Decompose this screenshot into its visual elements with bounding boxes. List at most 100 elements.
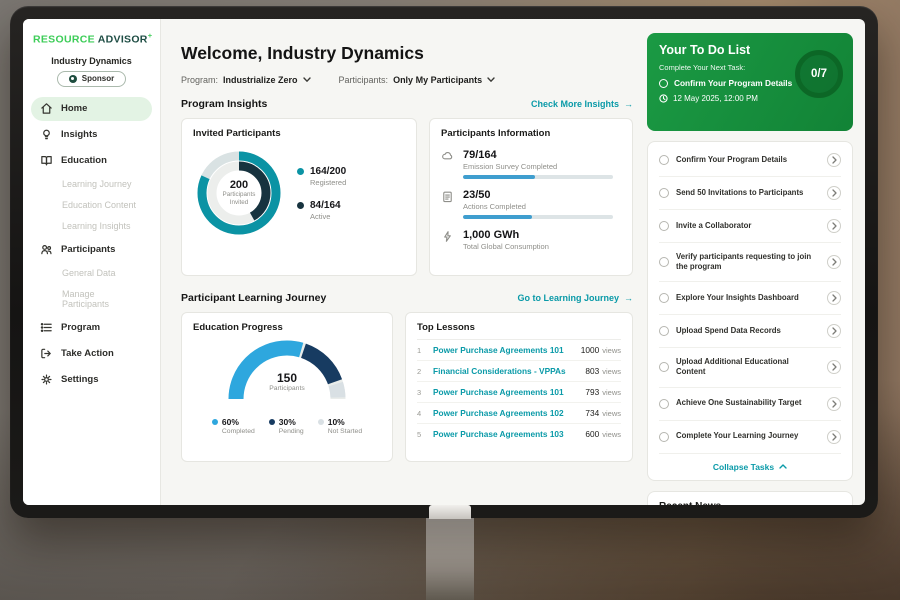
todo-hero-card: Your To Do List Complete Your Next Task:… — [647, 33, 853, 131]
app-logo: RESOURCE ADVISOR+ — [31, 31, 152, 56]
sidebar-item-learning-journey[interactable]: Learning Journey — [62, 179, 132, 189]
todo-next-task-label: Confirm Your Program Details — [674, 78, 793, 88]
task-checkbox[interactable] — [659, 326, 669, 337]
sidebar-item-label: Education — [61, 155, 107, 166]
task-go-button[interactable] — [827, 219, 841, 233]
link-label: Go to Learning Journey — [517, 293, 619, 303]
task-checkbox[interactable] — [659, 221, 669, 231]
task-go-button[interactable] — [827, 360, 841, 375]
stat-actions-completed: 23/50 Actions Completed — [441, 189, 621, 219]
lesson-link[interactable]: Power Purchase Agreements 101 — [433, 345, 564, 355]
task-checkbox[interactable] — [659, 398, 669, 409]
sidebar-item-settings[interactable]: Settings — [31, 368, 152, 392]
chevron-right-icon — [831, 327, 837, 335]
sidebar-item-label: Participants — [61, 244, 116, 255]
todo-next-task[interactable]: Confirm Your Program Details — [659, 78, 797, 88]
program-filter-value: Industrialize Zero — [223, 75, 298, 85]
task-checkbox[interactable] — [659, 293, 669, 304]
sidebar-item-label: Home — [61, 103, 88, 114]
sidebar-item-learning-insights[interactable]: Learning Insights — [62, 221, 131, 231]
task-row[interactable]: Explore Your Insights Dashboard — [659, 282, 841, 316]
lesson-link[interactable]: Financial Considerations - VPPAs — [433, 366, 566, 376]
task-checkbox[interactable] — [659, 431, 669, 442]
legend-value: 10% — [327, 417, 345, 427]
clipboard-icon — [441, 190, 454, 203]
todo-subtitle: Complete Your Next Task: — [659, 63, 746, 72]
task-row[interactable]: Achieve One Sustainability Target — [659, 388, 841, 421]
go-to-learning-journey-link[interactable]: Go to Learning Journey → — [517, 293, 633, 303]
legend-active: 84/164 Active — [297, 200, 346, 221]
task-row[interactable]: Upload Additional Educational Content — [659, 348, 841, 388]
legend-not-started: 10% Not Started — [317, 417, 362, 435]
task-go-button[interactable] — [827, 153, 841, 167]
legend-pending: 30% Pending — [268, 417, 304, 435]
donut-svg — [197, 151, 281, 235]
sidebar-item-education-content[interactable]: Education Content — [62, 200, 137, 210]
bulb-icon — [40, 128, 53, 141]
task-go-button[interactable] — [827, 291, 841, 306]
sidebar-nav: Home Insights Education Learning Journey… — [31, 96, 152, 392]
task-checkbox[interactable] — [659, 362, 669, 373]
card-title: Top Lessons — [417, 322, 621, 340]
sidebar-item-label: Program — [61, 322, 101, 333]
sidebar-item-general-data[interactable]: General Data — [62, 268, 116, 278]
task-label: Complete Your Learning Journey — [676, 431, 799, 441]
chevron-right-icon — [831, 258, 837, 266]
task-row[interactable]: Invite a Collaborator — [659, 210, 841, 243]
lesson-link[interactable]: Power Purchase Agreements 102 — [433, 408, 564, 418]
task-go-button[interactable] — [827, 186, 841, 200]
lesson-views: 1000 views — [580, 345, 621, 355]
sidebar-item-manage-participants[interactable]: Manage Participants — [62, 289, 110, 309]
sidebar-item-label: Settings — [61, 374, 99, 385]
sidebar-item-program[interactable]: Program — [31, 316, 152, 340]
recent-news-title: Recent News — [659, 501, 721, 506]
check-more-insights-link[interactable]: Check More Insights → — [531, 99, 633, 109]
lesson-link[interactable]: Power Purchase Agreements 101 — [433, 387, 564, 397]
task-checkbox[interactable] — [659, 257, 669, 268]
chevron-right-icon — [831, 363, 837, 372]
task-go-button[interactable] — [827, 255, 841, 270]
arrow-right-icon: → — [624, 99, 633, 109]
sidebar-item-education[interactable]: Education — [31, 149, 152, 173]
sidebar-item-participants[interactable]: Participants — [31, 238, 152, 262]
sidebar-item-take-action[interactable]: Take Action — [31, 342, 152, 366]
task-go-button[interactable] — [827, 396, 841, 411]
sidebar-item-home[interactable]: Home — [31, 96, 152, 121]
task-label: Invite a Collaborator — [676, 220, 752, 230]
task-checkbox[interactable] — [659, 188, 669, 198]
task-row[interactable]: Send 50 Invitations to Participants — [659, 177, 841, 210]
collapse-tasks-button[interactable]: Collapse Tasks — [659, 454, 841, 476]
todo-due: 12 May 2025, 12:00 PM — [659, 94, 797, 103]
chevron-up-icon — [779, 464, 787, 469]
program-filter-select[interactable]: Industrialize Zero — [223, 75, 311, 85]
task-row[interactable]: Upload Spend Data Records — [659, 315, 841, 349]
todo-task-list: Confirm Your Program Details Send 50 Inv… — [647, 141, 853, 481]
task-check-circle — [659, 78, 668, 88]
task-checkbox[interactable] — [659, 155, 669, 165]
task-go-button[interactable] — [827, 324, 841, 339]
sidebar-item-label: Insights — [61, 129, 98, 140]
logo-plus: + — [147, 31, 153, 40]
task-row[interactable]: Confirm Your Program Details — [659, 144, 841, 177]
card-title: Invited Participants — [193, 128, 281, 139]
lesson-rank: 5 — [417, 429, 422, 439]
todo-progress-ring: 0/7 — [795, 50, 843, 98]
stat-global-consumption: 1,000 GWh Total Global Consumption — [441, 229, 621, 255]
sidebar: RESOURCE ADVISOR+ Industry Dynamics Spon… — [23, 19, 161, 505]
sponsor-badge[interactable]: Sponsor — [56, 70, 127, 87]
task-row[interactable]: Complete Your Learning Journey — [659, 421, 841, 454]
task-go-button[interactable] — [827, 429, 841, 444]
todo-title: Your To Do List — [659, 43, 751, 57]
lesson-link[interactable]: Power Purchase Agreements 103 — [433, 429, 564, 439]
lesson-rank: 2 — [417, 366, 422, 376]
learning-journey-header: Participant Learning Journey Go to Learn… — [181, 292, 633, 304]
legend-value: 164/200 — [310, 165, 347, 177]
participants-filter-select[interactable]: Only My Participants — [393, 75, 495, 85]
donut-chart-area: 200 Participants Invited 164/200 Registe… — [193, 147, 405, 239]
task-row[interactable]: Verify participants requesting to join t… — [659, 243, 841, 283]
invited-participants-card: Invited Participants — [181, 118, 417, 276]
stat-value: 1,000 GWh — [463, 229, 520, 241]
stat-value: 79/164 — [463, 149, 497, 161]
sidebar-item-insights[interactable]: Insights — [31, 123, 152, 147]
insights-cards-row: Invited Participants — [181, 118, 633, 276]
